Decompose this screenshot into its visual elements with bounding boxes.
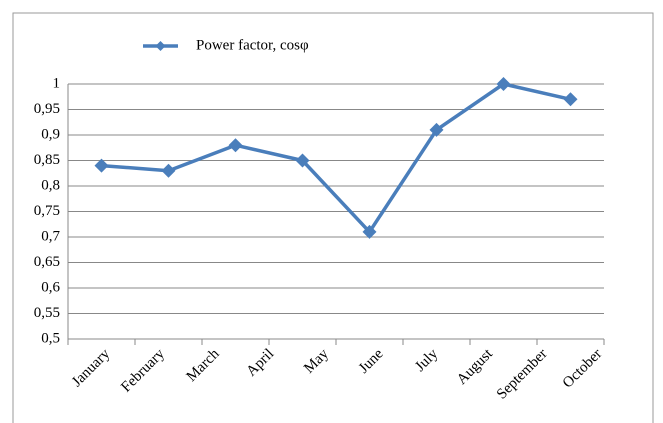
x-tick-label: June [356, 346, 387, 377]
x-tick-label: July [412, 346, 441, 375]
data-point [295, 153, 310, 168]
legend-label: Power factor, cosφ [196, 37, 309, 53]
x-tick-label: August [454, 345, 497, 388]
y-tick-label: 0,5 [41, 330, 60, 346]
legend-marker [155, 41, 166, 51]
y-tick-label: 0,55 [34, 305, 60, 321]
data-point [228, 138, 243, 153]
x-tick-label: January [69, 346, 114, 391]
y-tick-label: 0,8 [41, 177, 60, 193]
x-tick-label: April [244, 346, 278, 380]
x-tick-label: October [560, 346, 605, 391]
x-tick-label: February [118, 346, 168, 396]
y-tick-label: 0,85 [34, 152, 60, 168]
x-tick-label: September [494, 346, 551, 403]
y-tick-label: 0,95 [34, 101, 60, 117]
data-line [101, 82, 571, 234]
x-tick-label: March [184, 346, 223, 385]
data-point [161, 163, 176, 178]
data-point [429, 122, 444, 137]
data-point [496, 77, 511, 91]
data-point [362, 224, 377, 239]
y-tick-label: 0,7 [41, 228, 60, 244]
data-point [94, 158, 109, 173]
y-tick-label: 1 [53, 75, 61, 91]
x-tick-label: May [301, 346, 332, 377]
y-tick-label: 0,65 [34, 254, 60, 270]
data-point [563, 92, 578, 107]
chart-frame [12, 12, 654, 423]
y-tick-label: 0,9 [41, 126, 60, 142]
y-tick-label: 0,6 [41, 279, 60, 295]
y-tick-label: 0,75 [34, 203, 60, 219]
